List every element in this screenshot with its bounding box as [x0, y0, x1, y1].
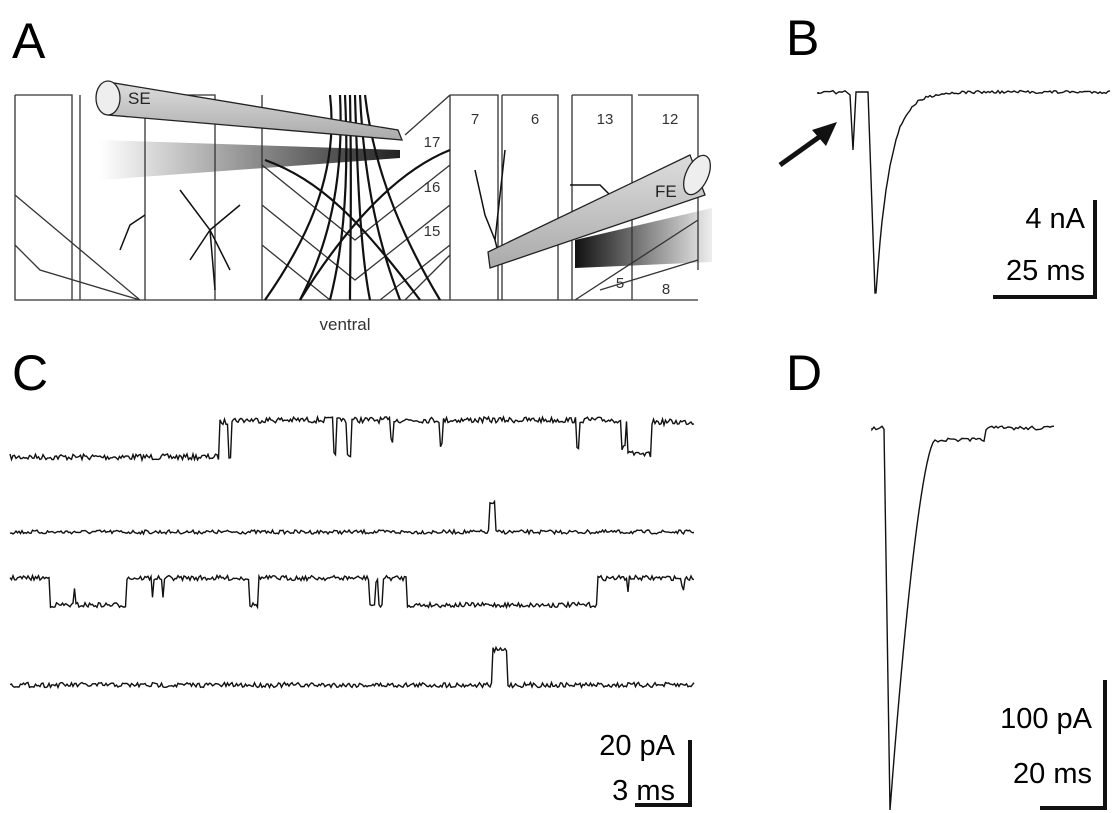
- scale-label: 4 nA: [1025, 203, 1085, 235]
- scale-label: 25 ms: [1006, 255, 1085, 287]
- trace: [10, 648, 694, 688]
- scale-label: 3 ms: [612, 775, 675, 807]
- scale-label: 20 ms: [1013, 758, 1092, 790]
- segment-label: 16: [424, 179, 441, 196]
- segment-label: 5: [616, 275, 624, 292]
- scale-label: 100 pA: [1000, 703, 1093, 735]
- scale-label: 20 pA: [599, 730, 675, 762]
- trace: [10, 417, 694, 460]
- segment-label: 6: [531, 111, 539, 128]
- trace: [872, 426, 1054, 810]
- panel-label: D: [786, 345, 822, 401]
- panel-label: A: [12, 13, 46, 69]
- figure: A B C D SE FE 17 16 15 7 6 13 12 5 8 ven…: [0, 0, 1113, 813]
- segment-label: 15: [424, 223, 441, 240]
- segment-label: 12: [662, 111, 679, 128]
- segment-label: 8: [662, 281, 670, 298]
- trace: [10, 576, 694, 608]
- segment-label: 17: [424, 134, 441, 151]
- panel-label: C: [12, 345, 48, 401]
- caption: ventral: [319, 315, 370, 334]
- segment-label: 13: [597, 111, 614, 128]
- electrode-label: SE: [128, 89, 151, 108]
- trace: [10, 502, 694, 535]
- panel-label: B: [786, 10, 819, 66]
- segment-label: 7: [471, 111, 479, 128]
- electrode-label: FE: [655, 182, 677, 201]
